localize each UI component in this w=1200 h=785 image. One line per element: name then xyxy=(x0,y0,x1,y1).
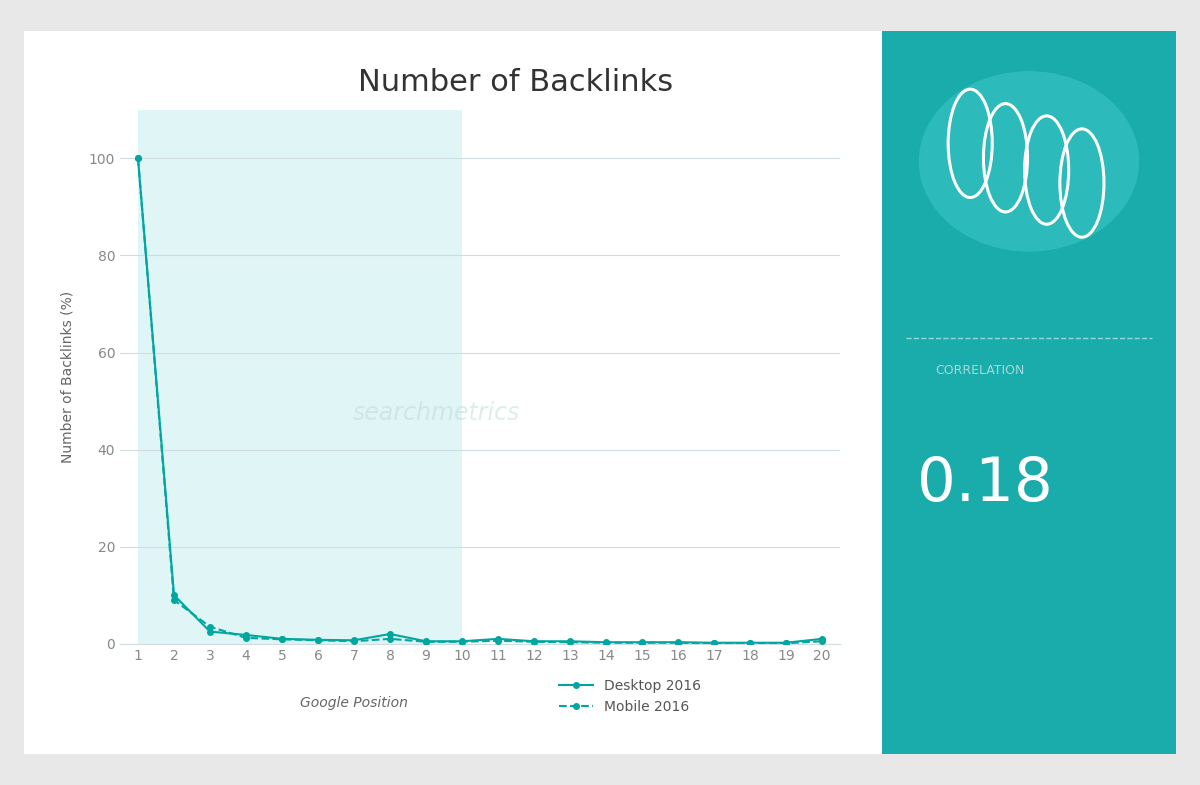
Line: Desktop 2016: Desktop 2016 xyxy=(136,155,824,645)
Mobile 2016 xyxy=(563,637,577,647)
Mobile 2016 xyxy=(707,638,721,648)
Mobile 2016 xyxy=(275,634,289,644)
Line: Mobile 2016: Mobile 2016 xyxy=(136,155,824,646)
Desktop 2016 xyxy=(635,637,649,647)
Mobile 2016 xyxy=(311,636,325,645)
Desktop 2016 xyxy=(743,638,757,648)
Desktop 2016 xyxy=(167,590,181,600)
Desktop 2016 xyxy=(203,627,217,637)
Desktop 2016 xyxy=(491,634,505,644)
Desktop 2016 xyxy=(239,630,253,640)
Legend: Desktop 2016, Mobile 2016: Desktop 2016, Mobile 2016 xyxy=(553,673,707,719)
Mobile 2016 xyxy=(347,637,361,646)
Desktop 2016 xyxy=(419,637,433,646)
Mobile 2016 xyxy=(491,636,505,645)
Mobile 2016 xyxy=(239,633,253,643)
Mobile 2016 xyxy=(815,637,829,646)
Desktop 2016 xyxy=(275,634,289,644)
Mobile 2016 xyxy=(203,622,217,631)
Mobile 2016 xyxy=(167,595,181,604)
Mobile 2016 xyxy=(599,638,613,648)
Text: Number of Backlinks: Number of Backlinks xyxy=(359,68,673,97)
Desktop 2016 xyxy=(779,638,793,648)
Desktop 2016 xyxy=(707,638,721,648)
Mobile 2016 xyxy=(635,638,649,648)
Desktop 2016 xyxy=(383,630,397,639)
Mobile 2016 xyxy=(779,638,793,648)
Desktop 2016 xyxy=(815,634,829,644)
Desktop 2016 xyxy=(455,637,469,646)
Mobile 2016 xyxy=(419,637,433,647)
Mobile 2016 xyxy=(671,638,685,648)
Mobile 2016 xyxy=(383,634,397,644)
Bar xyxy=(138,110,462,644)
Desktop 2016 xyxy=(347,636,361,645)
Text: CORRELATION: CORRELATION xyxy=(935,364,1025,378)
Desktop 2016 xyxy=(671,637,685,647)
Desktop 2016 xyxy=(311,635,325,644)
Desktop 2016 xyxy=(527,637,541,646)
Mobile 2016 xyxy=(455,637,469,647)
Mobile 2016 xyxy=(527,637,541,647)
Text: Google Position: Google Position xyxy=(300,696,408,710)
Ellipse shape xyxy=(919,71,1139,252)
Mobile 2016 xyxy=(743,638,757,648)
Y-axis label: Number of Backlinks (%): Number of Backlinks (%) xyxy=(61,290,74,463)
Desktop 2016 xyxy=(131,154,145,163)
Text: 0.18: 0.18 xyxy=(917,455,1054,514)
Mobile 2016 xyxy=(131,154,145,163)
Desktop 2016 xyxy=(563,637,577,646)
Text: searchmetrics: searchmetrics xyxy=(353,400,521,425)
Desktop 2016 xyxy=(599,637,613,647)
